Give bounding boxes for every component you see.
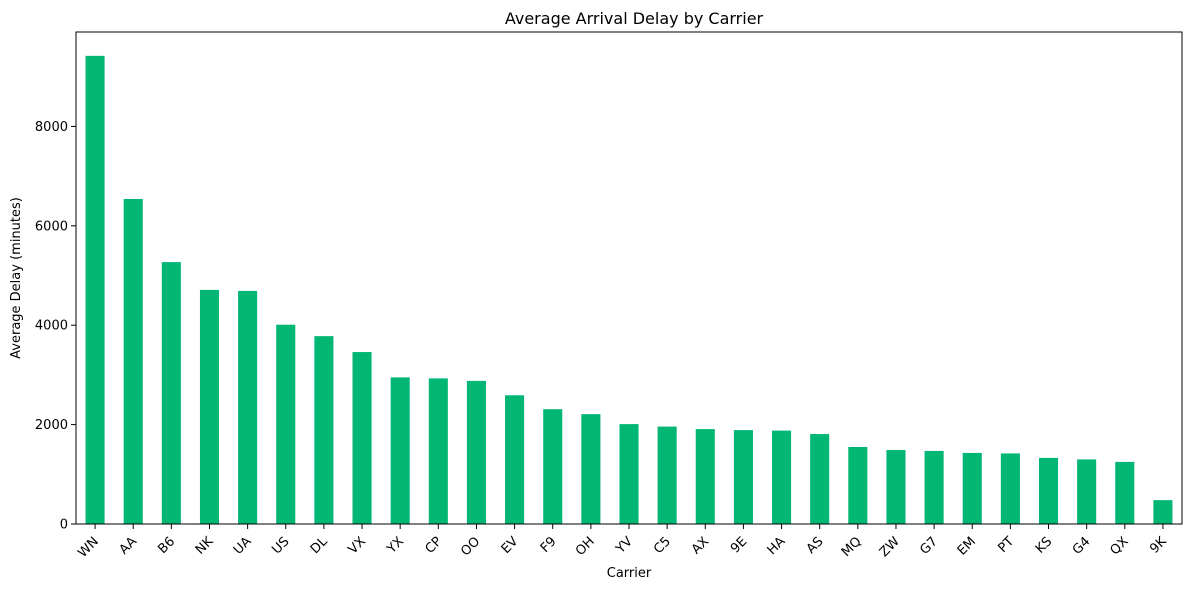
bar-YV	[619, 424, 639, 524]
x-tick-label: F9	[538, 534, 560, 556]
x-tick-label: YX	[384, 534, 407, 557]
bar-MQ	[848, 446, 868, 524]
bar-G4	[1077, 459, 1097, 524]
x-tick-label: VX	[346, 534, 369, 557]
bar-9E	[733, 430, 753, 524]
x-tick-label: QX	[1107, 534, 1131, 558]
x-tick-label: NK	[193, 534, 217, 558]
bar-CP	[428, 378, 448, 524]
bar-B6	[161, 262, 181, 524]
bar-G7	[924, 450, 944, 524]
bar-UA	[238, 290, 258, 524]
bar-OH	[581, 414, 601, 524]
x-tick-label: AA	[117, 534, 141, 558]
x-tick-label: AX	[689, 534, 712, 557]
bar-AS	[810, 434, 830, 524]
x-tick-label: ZW	[877, 534, 903, 560]
chart-title: Average Arrival Delay by Carrier	[505, 9, 764, 28]
bar-C5	[657, 426, 677, 524]
y-tick-label: 4000	[35, 319, 68, 334]
bar-VX	[352, 352, 372, 524]
bars-group	[85, 55, 1173, 524]
bar-KS	[1038, 457, 1059, 524]
x-tick-label: OO	[458, 534, 483, 559]
x-tick-label: DL	[308, 534, 331, 557]
x-tick-label: G7	[917, 534, 941, 558]
y-axis: 0 2000 4000 6000 8000	[35, 120, 76, 533]
x-tick-label: HA	[765, 534, 789, 558]
bar-EM	[962, 452, 982, 524]
bar-YX	[390, 377, 410, 524]
bar-AX	[695, 429, 715, 524]
x-tick-label: CP	[423, 534, 446, 557]
bar-EV	[505, 395, 525, 524]
x-tick-label: 9E	[728, 534, 750, 556]
x-tick-label: US	[269, 534, 292, 557]
x-tick-label: YV	[613, 534, 636, 557]
bar-WN	[85, 55, 105, 524]
x-tick-label: G4	[1070, 534, 1094, 558]
bar-NK	[199, 289, 220, 524]
plot-frame	[75, 31, 1183, 525]
x-tick-label: B6	[155, 534, 178, 557]
x-tick-label: EM	[955, 534, 979, 558]
y-tick-label: 2000	[35, 418, 68, 433]
bar-HA	[772, 430, 792, 524]
x-tick-label: C5	[651, 534, 674, 557]
bar-OO	[466, 380, 486, 524]
bar-F9	[543, 409, 563, 524]
x-tick-label: OH	[573, 534, 598, 559]
x-tick-label: MQ	[839, 534, 865, 560]
x-axis: WN AA B6 NK UA US DL VX YX CP OO EV F9 OH YV C5 AX 9E HA AS…	[75, 524, 1170, 561]
bar-US	[276, 324, 296, 524]
x-axis-label: Carrier	[607, 566, 652, 581]
y-tick-label: 0	[60, 518, 68, 533]
x-tick-label: KS	[1033, 534, 1055, 556]
x-tick-label: PT	[995, 534, 1017, 556]
y-tick-label: 8000	[35, 120, 68, 135]
x-tick-label: UA	[231, 534, 255, 558]
bar-AA	[123, 198, 143, 524]
bar-PT	[1000, 453, 1020, 524]
x-tick-label: EV	[499, 534, 522, 557]
x-tick-label: WN	[75, 534, 102, 561]
y-axis-label: Average Delay (minutes)	[9, 197, 24, 359]
x-tick-label: AS	[804, 534, 827, 557]
bar-QX	[1115, 461, 1135, 524]
bar-ZW	[886, 449, 906, 524]
y-tick-label: 6000	[35, 219, 68, 234]
bar-9K	[1153, 500, 1173, 524]
x-tick-label: 9K	[1147, 534, 1170, 557]
bar-DL	[314, 336, 334, 524]
